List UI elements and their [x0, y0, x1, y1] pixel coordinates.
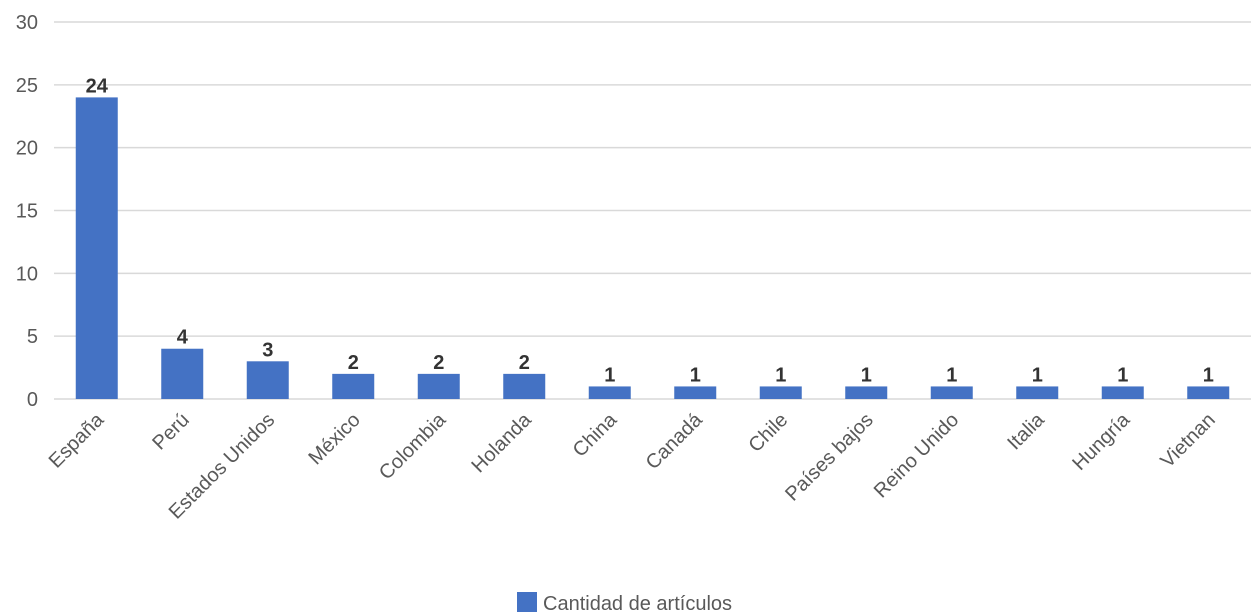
data-label: 1 — [604, 364, 615, 386]
category-label: Hungría — [1068, 408, 1134, 474]
data-label: 1 — [946, 364, 957, 386]
category-label: Chile — [745, 409, 793, 457]
bar — [75, 97, 118, 400]
category-label: Vietnan — [1157, 409, 1220, 472]
y-tick-label: 5 — [27, 326, 38, 348]
y-tick-label: 30 — [16, 12, 38, 34]
data-label: 2 — [433, 352, 444, 374]
data-label: 24 — [86, 75, 109, 97]
bar — [759, 386, 802, 399]
category-label: Colombia — [375, 408, 451, 484]
legend-swatch — [517, 592, 537, 612]
y-tick-label: 0 — [27, 389, 38, 411]
data-label: 1 — [861, 364, 872, 386]
data-label: 1 — [1203, 364, 1214, 386]
bar — [246, 361, 289, 399]
bar — [588, 386, 631, 399]
data-label: 3 — [262, 339, 273, 361]
data-label: 1 — [1117, 364, 1128, 386]
data-label: 2 — [348, 352, 359, 374]
bar — [161, 348, 204, 399]
legend-label: Cantidad de artículos — [543, 593, 732, 614]
category-label: México — [304, 409, 364, 469]
data-label: 1 — [690, 364, 701, 386]
category-label: Italia — [1003, 408, 1049, 454]
bar — [417, 373, 460, 399]
y-axis-tick-labels: 0 5 10 15 20 25 30 — [16, 12, 38, 411]
category-label: Países bajos — [781, 409, 878, 506]
y-tick-label: 10 — [16, 263, 38, 285]
category-label: Canadá — [642, 408, 708, 474]
data-labels: 24 4 3 2 2 2 1 1 1 1 1 1 1 1 — [86, 75, 1214, 386]
data-label: 1 — [1032, 364, 1043, 386]
bar — [930, 386, 973, 399]
category-label: Reino Unido — [870, 409, 963, 502]
y-tick-label: 25 — [16, 75, 38, 97]
bar — [674, 386, 717, 399]
data-label: 4 — [177, 327, 189, 349]
y-tick-label: 15 — [16, 201, 38, 223]
bar — [332, 373, 375, 399]
y-tick-label: 20 — [16, 138, 38, 160]
gridlines — [54, 21, 1251, 400]
bar — [503, 373, 546, 399]
category-label: China — [569, 408, 622, 461]
data-label: 1 — [775, 364, 786, 386]
legend: Cantidad de artículos — [517, 592, 732, 614]
bar — [1187, 386, 1230, 399]
data-label: 2 — [519, 352, 530, 374]
category-label: Perú — [148, 409, 193, 454]
category-label: España — [45, 408, 109, 472]
bars — [75, 97, 1230, 400]
category-label: Holanda — [468, 408, 537, 477]
bar — [845, 386, 888, 399]
bar — [1101, 386, 1144, 399]
bar — [1016, 386, 1059, 399]
